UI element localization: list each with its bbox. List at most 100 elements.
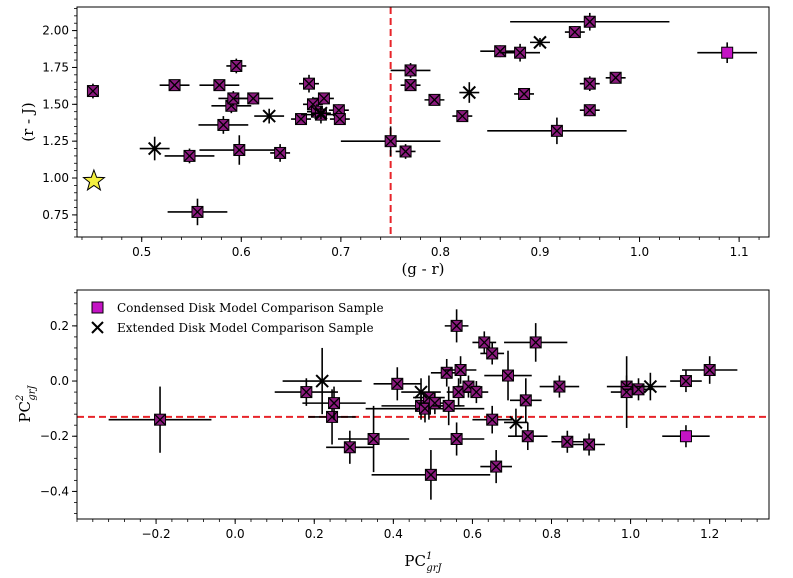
top-point-x-3 — [459, 82, 480, 103]
legend-condensed-marker — [91, 301, 104, 314]
top-ticks: 0.5 0.6 0.7 0.8 0.9 1.0 1.1 0.75 1.00 1.25 1.50 1.7… — [42, 8, 760, 259]
bottom-point-x-0 — [282, 347, 362, 415]
top-point-x-1 — [254, 108, 285, 124]
top-point-square-x-32 — [579, 76, 600, 92]
bottom-point-square-x-15 — [428, 422, 485, 456]
bottom-point-x-1 — [401, 378, 441, 406]
legend-entry-extended: Extended Disk Model Comparison Sample — [91, 321, 374, 335]
top-point-square-x-27 — [500, 43, 540, 62]
bottom-axes-frame — [76, 289, 770, 520]
top-y-tick-label: 2.00 — [42, 24, 69, 38]
top-point-square-x-28 — [514, 87, 535, 100]
top-y-tick-label: 1.25 — [42, 134, 69, 148]
top-x-tick-label: 0.7 — [331, 245, 350, 259]
top-x-axis-label: (g - r) — [401, 260, 444, 278]
bottom-point-square-0 — [662, 425, 710, 448]
bottom-point-square-x-6 — [373, 367, 422, 401]
top-point-square-x-4 — [199, 79, 240, 92]
top-point-square-x-33 — [579, 104, 600, 117]
top-x-tick-label: 0.8 — [431, 245, 450, 259]
top-point-square-x-25 — [452, 110, 473, 123]
top-plot-area — [82, 7, 758, 237]
bottom-point-square-x-17 — [444, 356, 477, 384]
top-point-square-x-24 — [424, 93, 445, 106]
top-point-square-x-26 — [480, 45, 521, 58]
bottom-point-square-x-24 — [484, 350, 532, 401]
bottom-point-square-x-26 — [508, 422, 548, 451]
top-point-square-x-21 — [390, 63, 431, 78]
bottom-point-square-x-14 — [444, 309, 469, 343]
bottom-point-square-x-1 — [274, 378, 338, 406]
bottom-point-square-x-28 — [539, 375, 580, 398]
bottom-y-tick-label: 0.0 — [50, 374, 69, 388]
top-y-tick-label: 1.00 — [42, 171, 69, 185]
top-y-axis-label: (r - J) — [19, 102, 37, 142]
top-point-square-x-8 — [226, 58, 247, 74]
bottom-point-square-x-4 — [326, 430, 374, 464]
legend-extended-label: Extended Disk Model Comparison Sample — [117, 321, 374, 335]
top-x-tick-label: 0.9 — [530, 245, 549, 259]
legend: Condensed Disk Model Comparison Sample E… — [91, 301, 384, 335]
top-point-square-x-1 — [159, 79, 190, 92]
top-point-square-x-20 — [340, 126, 441, 156]
top-point-square-x-29 — [487, 117, 627, 145]
bottom-x-axis-label: PC1 grJ — [404, 551, 442, 574]
top-star-marker — [82, 168, 106, 192]
bottom-point-square-x-25 — [509, 378, 542, 423]
bottom-point-square-x-35 — [682, 356, 738, 384]
bottom-highlight-marker — [679, 430, 692, 443]
bottom-x-tick-label: 1.2 — [700, 527, 719, 541]
top-point-x-4 — [530, 35, 550, 50]
bottom-x-tick-label: 0.6 — [463, 527, 482, 541]
top-y-tick-label: 0.75 — [42, 208, 69, 222]
bottom-x-tick-label: 0.0 — [226, 527, 245, 541]
top-point-square-x-5 — [198, 116, 249, 134]
bottom-x-tick-label: 1.0 — [621, 527, 640, 541]
top-x-tick-label: 1.1 — [730, 245, 749, 259]
bottom-plot-area — [77, 309, 769, 500]
top-point-square-x-22 — [400, 79, 421, 92]
bottom-x-tick-label: 0.4 — [384, 527, 403, 541]
bottom-point-square-x-13 — [432, 386, 465, 426]
top-y-tick-label: 1.75 — [42, 60, 69, 74]
bottom-point-square-x-30 — [573, 433, 605, 456]
bottom-x-tick-label: 0.8 — [542, 527, 561, 541]
top-point-square-0 — [697, 42, 758, 64]
bottom-point-square-x-23 — [480, 450, 512, 484]
bottom-x-tick-label: −0.2 — [142, 527, 171, 541]
top-point-square-x-34 — [605, 71, 626, 84]
bottom-y-tick-label: −0.4 — [40, 484, 69, 498]
top-point-x-0 — [139, 136, 170, 161]
bottom-ticks: −0.2 0.0 0.2 0.4 0.6 0.8 1.0 1.2 −0.4 −0.2 0.0 0.2 — [40, 292, 758, 541]
top-point-x-2 — [310, 106, 331, 120]
top-x-tick-label: 1.0 — [630, 245, 649, 259]
top-point-star-0 — [82, 168, 106, 192]
bottom-point-square-x-21 — [480, 342, 505, 365]
top-point-square-x-10 — [233, 92, 274, 105]
top-point-square-x-3 — [167, 198, 228, 226]
top-point-square-x-13 — [299, 74, 319, 93]
top-point-square-x-30 — [564, 26, 585, 39]
top-highlight-marker — [721, 46, 734, 59]
top-axes-frame — [76, 6, 770, 238]
bottom-point-square-x-0 — [108, 386, 212, 453]
bottom-point-x-2 — [504, 408, 528, 437]
top-x-tick-label: 0.5 — [132, 245, 151, 259]
top-point-square-x-17 — [313, 92, 334, 105]
bottom-point-square-x-27 — [504, 323, 568, 362]
bottom-x-tick-label: 0.2 — [305, 527, 324, 541]
top-chart: 0.5 0.6 0.7 0.8 0.9 1.0 1.1 0.75 1.00 1.25 1.50 1.7… — [19, 6, 770, 278]
top-point-square-x-2 — [164, 148, 215, 164]
legend-extended-marker — [91, 321, 104, 334]
top-point-square-x-23 — [395, 144, 416, 159]
bottom-point-square-x-29 — [551, 430, 584, 453]
bottom-point-square-x-5 — [337, 405, 410, 473]
bottom-point-square-x-22 — [472, 405, 512, 434]
top-point-square-x-9 — [199, 135, 280, 165]
legend-entry-condensed: Condensed Disk Model Comparison Sample — [91, 301, 384, 315]
top-point-square-x-19 — [329, 113, 350, 126]
bottom-y-axis-label: PC2grJ — [15, 384, 38, 422]
bottom-point-square-x-32 — [610, 356, 643, 428]
top-point-square-x-11 — [270, 144, 291, 162]
legend-condensed-label: Condensed Disk Model Comparison Sample — [117, 301, 384, 315]
